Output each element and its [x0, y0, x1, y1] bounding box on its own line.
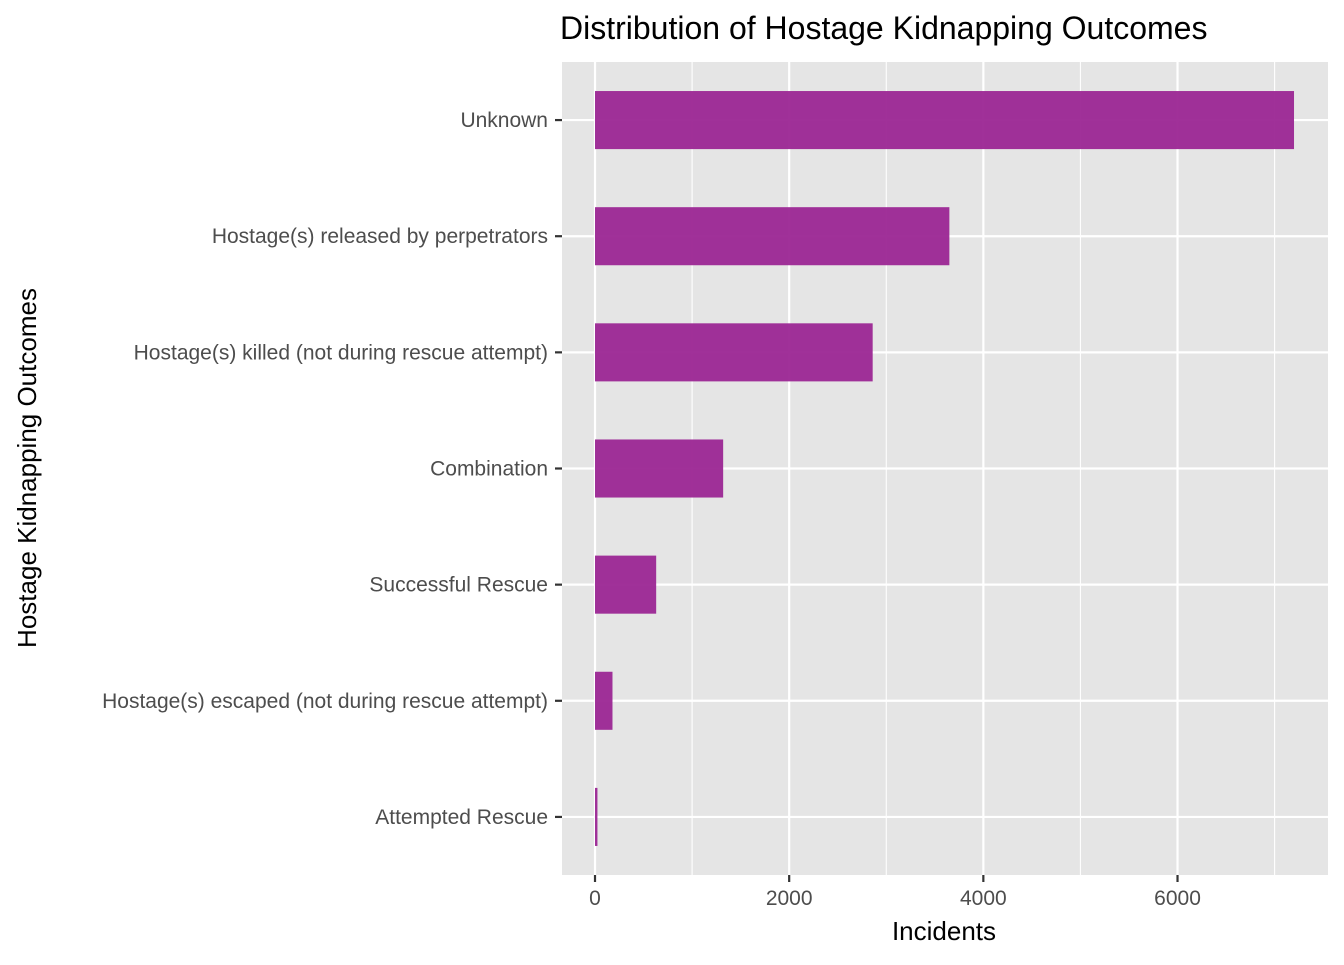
- y-tick-label: Successful Rescue: [369, 574, 548, 597]
- y-axis-title: Hostage Kidnapping Outcomes: [12, 288, 42, 648]
- y-axis-ticks: Unknown Hostage(s) released by perpetrato…: [102, 109, 562, 829]
- y-tick-label: Hostage(s) released by perpetrators: [212, 225, 548, 248]
- y-tick-label: Combination: [430, 458, 548, 481]
- bar: [595, 323, 873, 382]
- bar: [595, 671, 613, 730]
- x-tick-label: 4000: [960, 887, 1007, 910]
- y-tick-label: Hostage(s) escaped (not during rescue at…: [102, 690, 548, 713]
- bar: [595, 207, 950, 266]
- y-tick-label: Attempted Rescue: [375, 806, 548, 829]
- x-axis-title: Incidents: [892, 916, 996, 946]
- bar: [595, 91, 1295, 150]
- chart-title: Distribution of Hostage Kidnapping Outco…: [560, 10, 1207, 46]
- bars: [595, 91, 1295, 846]
- x-tick-label: 2000: [766, 887, 813, 910]
- bar: [595, 555, 657, 614]
- x-tick-label: 0: [589, 887, 601, 910]
- bar: [595, 787, 598, 846]
- bar: [595, 439, 724, 498]
- x-tick-label: 6000: [1154, 887, 1201, 910]
- y-tick-label: Hostage(s) killed (not during rescue att…: [134, 341, 548, 364]
- x-axis-ticks: 0 2000 4000 6000: [589, 875, 1201, 910]
- y-tick-label: Unknown: [460, 109, 548, 132]
